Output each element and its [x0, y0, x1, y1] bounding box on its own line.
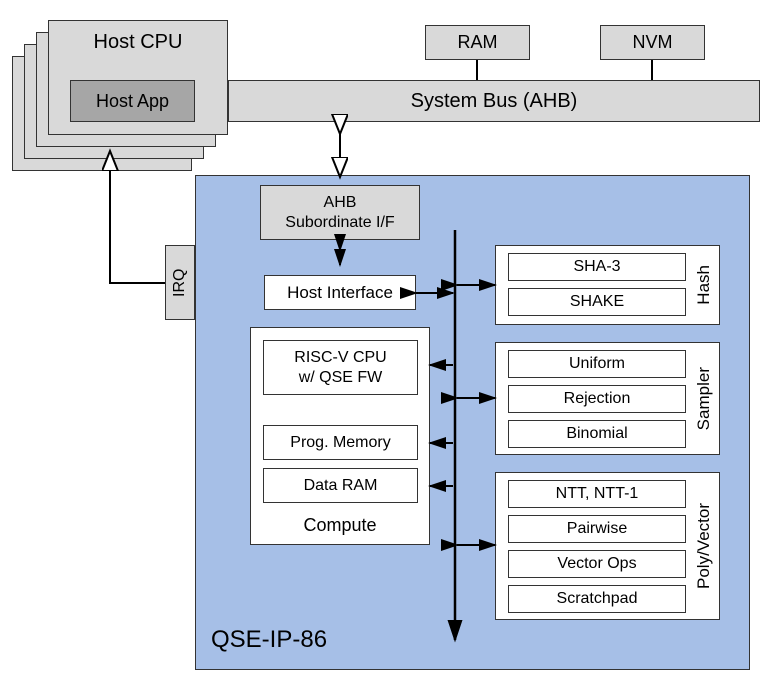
rejection-label: Rejection: [564, 390, 631, 408]
shake-label: SHAKE: [570, 293, 624, 311]
host-cpu-label: Host CPU: [94, 31, 183, 54]
irq-box: IRQ: [165, 245, 195, 320]
system-bus-label: System Bus (AHB): [411, 90, 578, 113]
host-interface: Host Interface: [264, 275, 416, 310]
riscv-line1: RISC-V CPU: [294, 348, 386, 367]
host-interface-label: Host Interface: [287, 283, 393, 303]
poly-label: Poly/Vector: [694, 503, 714, 589]
uniform-box: Uniform: [508, 350, 686, 378]
scratchpad-box: Scratchpad: [508, 585, 686, 613]
ahb-sub: AHB Subordinate I/F: [260, 185, 420, 240]
ahb-sub-line2: Subordinate I/F: [285, 213, 394, 232]
ahb-sub-line1: AHB: [324, 193, 357, 212]
ram-box: RAM: [425, 25, 530, 60]
vectorops-label: Vector Ops: [557, 555, 636, 573]
nvm-box: NVM: [600, 25, 705, 60]
data-ram-label: Data RAM: [304, 477, 378, 495]
hash-label: Hash: [694, 265, 714, 305]
scratchpad-label: Scratchpad: [557, 590, 638, 608]
data-ram: Data RAM: [263, 468, 418, 503]
compute-label: Compute: [303, 515, 376, 536]
binomial-box: Binomial: [508, 420, 686, 448]
sampler-label: Sampler: [694, 367, 714, 430]
shake-box: SHAKE: [508, 288, 686, 316]
riscv-line2: w/ QSE FW: [299, 368, 383, 387]
ntt-label: NTT, NTT-1: [556, 485, 639, 503]
vectorops-box: Vector Ops: [508, 550, 686, 578]
riscv-box: RISC-V CPU w/ QSE FW: [263, 340, 418, 395]
host-app: Host App: [70, 80, 195, 122]
system-bus: System Bus (AHB): [228, 80, 760, 122]
ram-label: RAM: [458, 32, 498, 53]
rejection-box: Rejection: [508, 385, 686, 413]
host-app-label: Host App: [96, 91, 169, 112]
diagram-canvas: QSE-IP-86 Host CPU System Bus (AHB) Host…: [0, 0, 768, 678]
qse-label: QSE-IP-86: [211, 626, 327, 654]
prog-memory: Prog. Memory: [263, 425, 418, 460]
pairwise-label: Pairwise: [567, 520, 627, 538]
nvm-label: NVM: [633, 32, 673, 53]
binomial-label: Binomial: [566, 425, 627, 443]
irq-label: IRQ: [171, 268, 189, 296]
prog-memory-label: Prog. Memory: [290, 434, 390, 452]
ntt-box: NTT, NTT-1: [508, 480, 686, 508]
sha3-box: SHA-3: [508, 253, 686, 281]
uniform-label: Uniform: [569, 355, 625, 373]
sha3-label: SHA-3: [573, 258, 620, 276]
pairwise-box: Pairwise: [508, 515, 686, 543]
